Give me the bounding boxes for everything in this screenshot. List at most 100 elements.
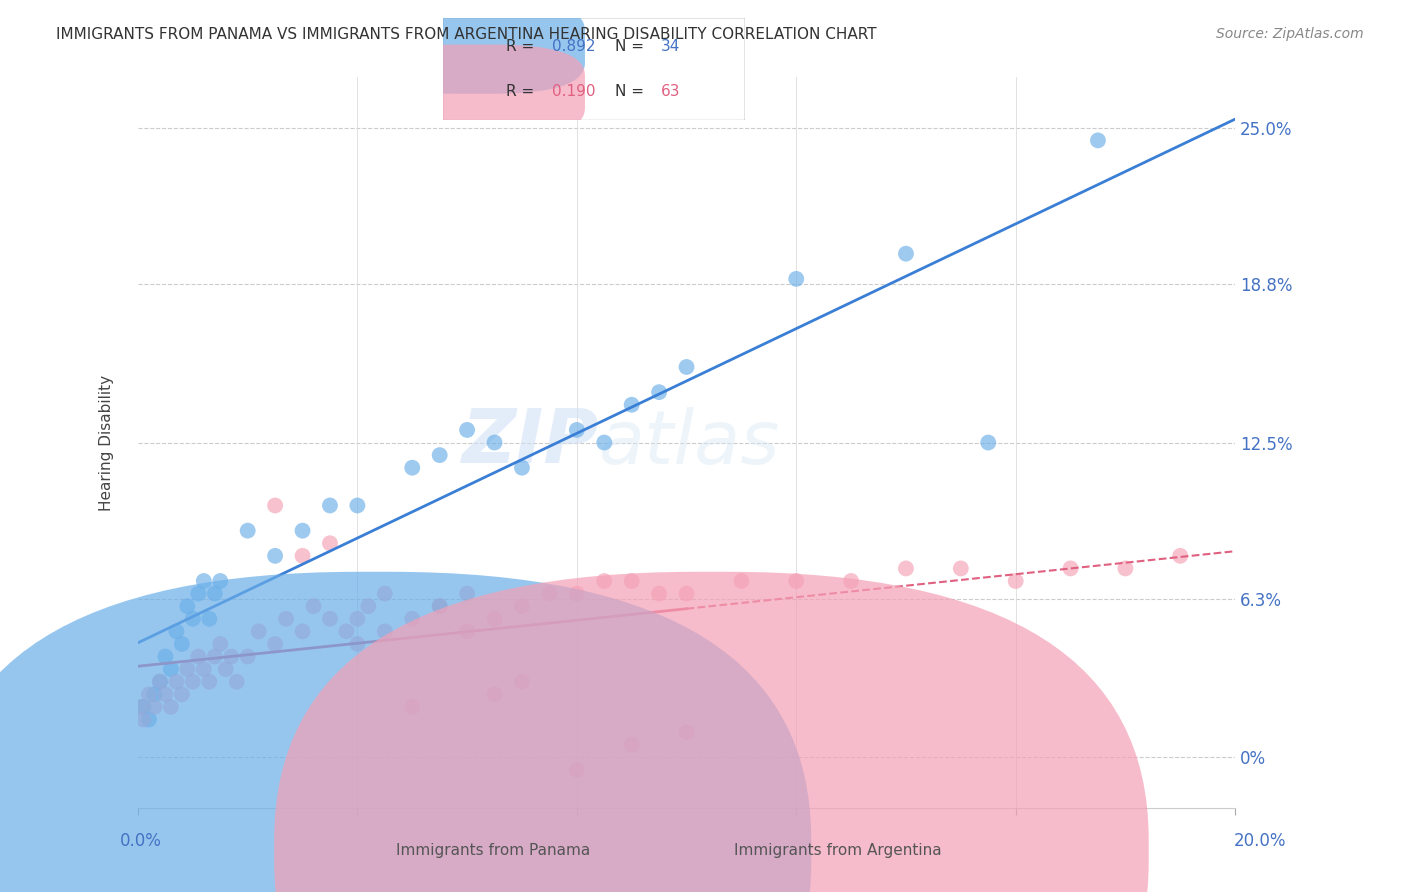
Text: 0.190: 0.190 [551,84,595,99]
Point [484,687,506,701]
Point [565,586,588,600]
Point [302,599,325,614]
Point [648,385,671,400]
Point [160,662,183,676]
Point [429,599,451,614]
Point [149,674,172,689]
Point [510,460,533,475]
Text: N =: N = [616,39,650,54]
Text: R =: R = [506,84,540,99]
Y-axis label: Hearing Disability: Hearing Disability [100,375,114,510]
Text: Immigrants from Panama: Immigrants from Panama [396,844,591,858]
Point [319,612,342,626]
Point [247,624,270,639]
Point [129,699,152,714]
Point [456,423,478,437]
Point [274,612,297,626]
Point [401,699,423,714]
Point [357,599,380,614]
Point [291,549,314,563]
Point [176,662,198,676]
Point [620,398,643,412]
Text: IMMIGRANTS FROM PANAMA VS IMMIGRANTS FROM ARGENTINA HEARING DISABILITY CORRELATI: IMMIGRANTS FROM PANAMA VS IMMIGRANTS FRO… [56,27,877,42]
Point [291,524,314,538]
Point [730,574,752,588]
Point [675,359,697,374]
Point [456,624,478,639]
Text: 0.892: 0.892 [551,39,595,54]
Point [484,435,506,450]
Text: atlas: atlas [599,407,780,478]
Point [165,624,187,639]
Point [346,637,368,651]
Text: 20.0%: 20.0% [1234,831,1286,849]
Point [894,246,917,260]
Point [1087,133,1109,147]
Text: Source: ZipAtlas.com: Source: ZipAtlas.com [1216,27,1364,41]
Point [484,612,506,626]
Point [176,599,198,614]
Point [675,586,697,600]
Point [429,599,451,614]
Point [1004,574,1026,588]
Point [181,612,204,626]
Point [374,586,396,600]
Point [401,460,423,475]
Point [225,674,247,689]
Point [209,574,232,588]
Point [346,612,368,626]
Point [785,574,807,588]
Point [510,599,533,614]
Text: R =: R = [506,39,540,54]
Point [209,637,232,651]
FancyBboxPatch shape [364,45,585,139]
Point [204,586,226,600]
Point [1059,561,1081,575]
Point [429,448,451,462]
Point [219,649,242,664]
Text: 63: 63 [661,84,681,99]
Point [401,612,423,626]
Point [215,662,238,676]
Point [319,499,342,513]
Text: ZIP: ZIP [461,406,599,479]
Point [198,612,221,626]
Point [187,649,209,664]
Point [593,574,616,588]
Point [565,763,588,777]
Point [785,272,807,286]
Point [193,662,215,676]
Point [143,687,166,701]
Point [170,637,193,651]
Point [264,499,287,513]
Point [236,649,259,664]
Point [456,586,478,600]
Point [620,738,643,752]
Point [138,713,160,727]
Point [374,624,396,639]
Point [593,435,616,450]
Point [236,524,259,538]
Point [977,435,1000,450]
Point [894,561,917,575]
Point [198,674,221,689]
Point [143,699,166,714]
FancyBboxPatch shape [364,0,585,94]
Point [132,713,155,727]
Point [648,586,671,600]
Point [155,687,177,701]
Point [538,586,561,600]
Point [204,649,226,664]
Point [839,574,862,588]
Text: 34: 34 [661,39,681,54]
Point [264,549,287,563]
Point [187,586,209,600]
Point [155,649,177,664]
Point [620,574,643,588]
Point [165,674,187,689]
Point [1168,549,1191,563]
FancyBboxPatch shape [443,18,745,120]
Point [170,687,193,701]
Point [510,674,533,689]
Point [319,536,342,550]
